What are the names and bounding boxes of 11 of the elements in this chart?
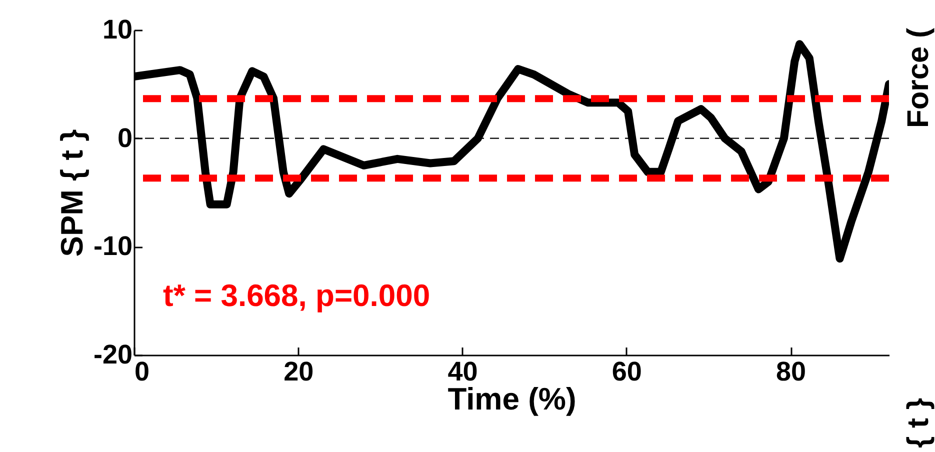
y-tick-label: 10 [102, 14, 132, 44]
x-tick-label: 80 [776, 356, 806, 386]
text: { t } [902, 398, 935, 448]
y-tick-label: -10 [93, 231, 132, 262]
y-tick-label: 0 [117, 122, 132, 153]
annotation: t* = 3.668, p=0.000 [163, 278, 430, 314]
text: Force ( [902, 28, 935, 128]
x-tick-label: 20 [284, 356, 314, 386]
y-axis-title: SPM { t } [54, 129, 90, 257]
x-tick-label: 60 [612, 356, 642, 386]
y-tick-label: -20 [93, 340, 132, 370]
